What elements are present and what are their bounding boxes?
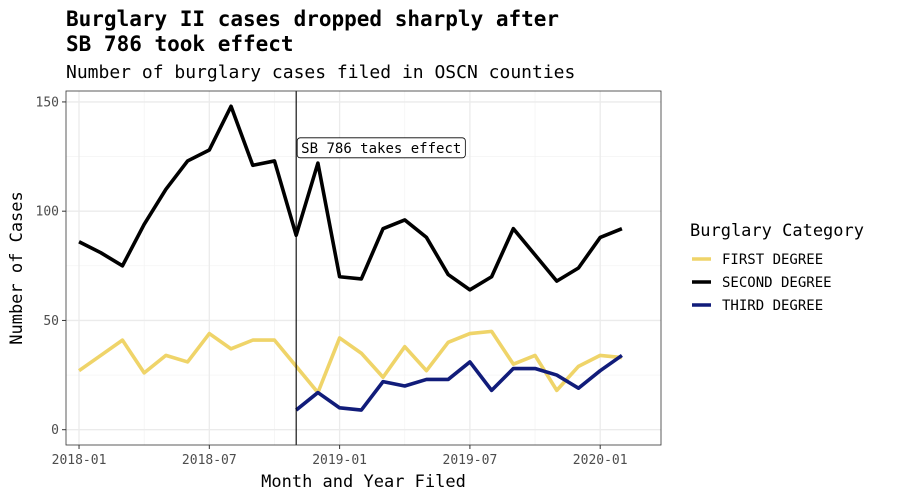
legend-label: SECOND DEGREE bbox=[722, 275, 832, 291]
series-line-first-degree bbox=[77, 329, 623, 395]
annotation-label: SB 786 takes effect bbox=[301, 141, 461, 157]
series-line-second-degree bbox=[78, 104, 623, 292]
legend: Burglary Category FIRST DEGREE SECOND DEG… bbox=[690, 221, 864, 314]
series-line-third-degree bbox=[295, 353, 623, 412]
x-axis-title: Month and Year Filed bbox=[261, 472, 466, 492]
y-tick-label: 100 bbox=[36, 205, 59, 220]
chart-title-line2: SB 786 took effect bbox=[66, 32, 294, 56]
y-tick-label: 50 bbox=[43, 314, 59, 329]
legend-label: THIRD DEGREE bbox=[722, 298, 823, 314]
x-tick-label: 2020-01 bbox=[573, 453, 628, 468]
plot-panel-border bbox=[65, 90, 662, 446]
x-tick-label: 2019-07 bbox=[443, 453, 498, 468]
y-tick-label: 150 bbox=[36, 95, 59, 110]
legend-title: Burglary Category bbox=[690, 221, 864, 241]
x-tick-label: 2018-07 bbox=[182, 453, 237, 468]
x-tick-label: 2019-01 bbox=[312, 453, 367, 468]
legend-label: FIRST DEGREE bbox=[722, 252, 823, 268]
x-axis: 2018-01 2018-07 2019-01 2019-07 2020-01 bbox=[52, 445, 628, 468]
y-axis-title: Number of Cases bbox=[7, 191, 27, 345]
y-axis: 0 50 100 150 bbox=[36, 95, 66, 438]
y-tick-label: 0 bbox=[51, 423, 59, 438]
annotation-layer: SB 786 takes effect bbox=[296, 137, 466, 159]
chart-subtitle: Number of burglary cases filed in OSCN c… bbox=[66, 62, 575, 83]
chart-title-line1: Burglary II cases dropped sharply after bbox=[66, 7, 559, 31]
x-tick-label: 2018-01 bbox=[52, 453, 107, 468]
annotation-box bbox=[296, 137, 466, 159]
series-layer bbox=[77, 104, 623, 412]
